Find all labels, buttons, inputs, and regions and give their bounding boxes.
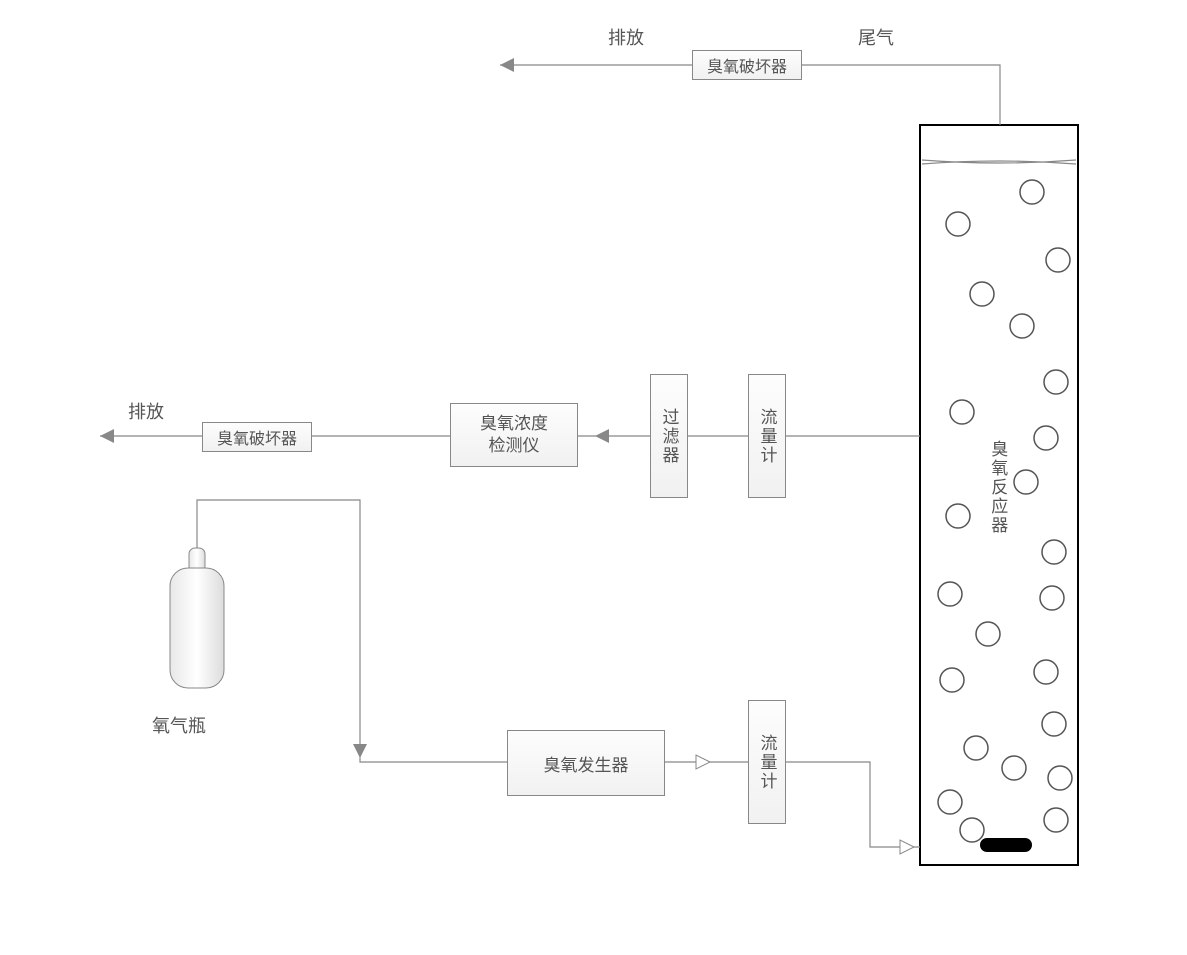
box-text: 臭氧发生器 (544, 751, 629, 776)
box-text: 过滤器 (657, 408, 682, 465)
reactor-label: 臭氧反应器 (984, 440, 1011, 535)
flowmeter-bottom: 流量计 (748, 700, 786, 824)
ozone-destroyer-mid: 臭氧破坏器 (202, 422, 312, 452)
label-oxygen-bottle: 氧气瓶 (152, 712, 206, 738)
box-text: 流量计 (755, 734, 780, 791)
label-discharge-top: 排放 (608, 24, 644, 50)
ozone-destroyer-top: 臭氧破坏器 (692, 50, 802, 80)
filter: 过滤器 (650, 374, 688, 498)
box-text: 流量计 (755, 408, 780, 465)
ozone-generator: 臭氧发生器 (507, 730, 665, 796)
box-text: 臭氧破坏器 (217, 425, 297, 449)
label-discharge-mid: 排放 (128, 398, 164, 424)
flowmeter-top: 流量计 (748, 374, 786, 498)
label-tailgas: 尾气 (858, 24, 894, 50)
box-text: 臭氧破坏器 (707, 53, 787, 77)
box-text: 臭氧浓度 检测仪 (480, 413, 548, 457)
ozone-concentration-detector: 臭氧浓度 检测仪 (450, 403, 578, 467)
